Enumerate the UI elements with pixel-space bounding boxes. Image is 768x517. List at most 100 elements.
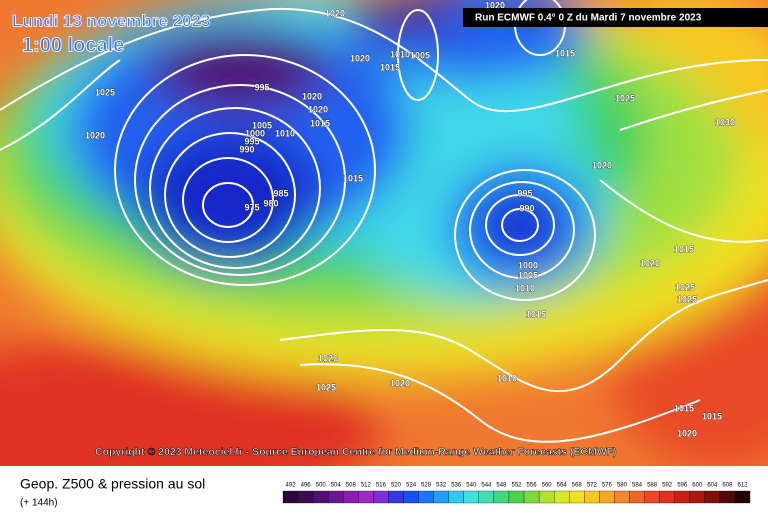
isobar-label: 995 <box>254 82 269 92</box>
isobar-label: 985 <box>273 188 288 198</box>
isobar-label: 1020 <box>485 0 505 10</box>
isobar-label: 1015 <box>380 62 400 72</box>
isobar-label: 995 <box>244 136 259 146</box>
run-box <box>463 8 768 27</box>
scale-cell <box>599 490 615 504</box>
isobar-label: 1000 <box>245 128 265 138</box>
scale-label: 548 <box>496 483 507 489</box>
scale-label: 580 <box>617 483 628 489</box>
scale-cell <box>689 490 705 504</box>
isobar-label: 980 <box>263 198 278 208</box>
isobar-label: 1020 <box>308 104 328 114</box>
scale-label: 516 <box>376 483 387 489</box>
isobar-label: 990 <box>239 144 254 154</box>
scale-label: 612 <box>737 483 748 489</box>
isobar-label: 1020 <box>592 160 612 170</box>
run-info: Run ECMWF 0.4° 0 Z du Mardi 7 novembre 2… <box>475 13 702 24</box>
isobar-label: 1025 <box>95 87 115 97</box>
scale-label: 576 <box>602 483 613 489</box>
isobar-label: 1015 <box>674 244 694 254</box>
scale-cell <box>343 490 359 504</box>
scale-label: 536 <box>451 483 462 489</box>
scale-label: 540 <box>466 483 477 489</box>
scale-cell <box>328 490 344 504</box>
scale-cell <box>388 490 404 504</box>
isobar-label: 1025 <box>677 294 697 304</box>
isobars <box>0 0 768 443</box>
isobar-label: 1020 <box>350 53 370 63</box>
isobar-label: 1015 <box>702 411 722 421</box>
scale-cell <box>659 490 675 504</box>
isobar-label: 1025 <box>615 93 635 103</box>
isobar-label: 1020 <box>302 91 322 101</box>
isobar-label: 1010 <box>497 373 517 383</box>
map-time: 1:00 locale <box>22 34 124 56</box>
isobar-label: 1015 <box>310 118 330 128</box>
scale-cell <box>282 490 299 504</box>
scale-cell <box>433 490 449 504</box>
scale-label: 560 <box>542 483 553 489</box>
scale-cell <box>719 490 736 504</box>
scale-cell <box>674 490 690 504</box>
scale-cell <box>614 490 630 504</box>
color-scale: 492 496 500 504 508 512 516 520 524 528 532 536 540 5… <box>282 483 751 504</box>
scale-cell <box>478 490 495 504</box>
isobar-label: 1010 <box>275 128 295 138</box>
scale-label: 508 <box>346 483 357 489</box>
isobar-label: 1005 <box>518 270 538 280</box>
isobar-label: 995 <box>517 188 532 198</box>
isobar-label: 1015 <box>674 403 694 413</box>
isobar-label: 1030 <box>715 117 735 127</box>
scale-cell <box>704 490 721 504</box>
isobar-label: 1020 <box>325 8 345 18</box>
isobar-label: 1020 <box>390 378 410 388</box>
scale-label: 600 <box>692 483 703 489</box>
scale-cell <box>418 490 434 504</box>
isobar-label: 1025 <box>675 282 695 292</box>
scale-cell <box>493 490 510 504</box>
isobar-label: 1020 <box>640 258 660 268</box>
scale-label: 596 <box>677 483 688 489</box>
scale-label: 604 <box>707 483 718 489</box>
scale-cell <box>644 490 660 504</box>
isobar-label: 975 <box>244 202 259 212</box>
scale-cell <box>312 490 329 504</box>
scale-cell <box>358 490 374 504</box>
scale-cell <box>554 490 570 504</box>
scale-label: 500 <box>316 483 327 489</box>
scale-cell <box>569 490 585 504</box>
isobar-label: 1005 <box>252 120 272 130</box>
scale-cell <box>538 490 555 504</box>
footer-lead: (+ 144h) <box>20 498 58 509</box>
scale-label: 588 <box>647 483 658 489</box>
isobar-label: 990 <box>519 203 534 213</box>
scale-cell <box>373 490 389 504</box>
scale-cell <box>448 490 464 504</box>
isobar-label: 1020 <box>677 428 697 438</box>
scale-label: 504 <box>331 483 342 489</box>
scale-label: 564 <box>557 483 568 489</box>
scale-label: 520 <box>391 483 402 489</box>
scale-label: 592 <box>662 483 673 489</box>
scale-cell <box>463 490 479 504</box>
isobar-label: 1020 <box>318 353 338 363</box>
scale-label: 568 <box>572 483 583 489</box>
isobar-label: 1005 <box>410 50 430 60</box>
isobar-label: 1015 <box>555 48 575 58</box>
scale-label: 512 <box>361 483 372 489</box>
scale-label: 532 <box>436 483 447 489</box>
footer-title: Geop. Z500 & pression au sol <box>20 476 205 492</box>
scale-label: 608 <box>722 483 733 489</box>
scale-label: 572 <box>587 483 598 489</box>
scale-label: 584 <box>632 483 643 489</box>
scale-cell <box>297 490 314 504</box>
isobar-label: 1000 <box>518 260 538 270</box>
scale-label: 556 <box>527 483 538 489</box>
isobar-label: 1015 <box>343 173 363 183</box>
isobar-label: 1020 <box>85 130 105 140</box>
scale-label: 552 <box>511 483 522 489</box>
isobar-label: 1015 <box>526 309 546 319</box>
